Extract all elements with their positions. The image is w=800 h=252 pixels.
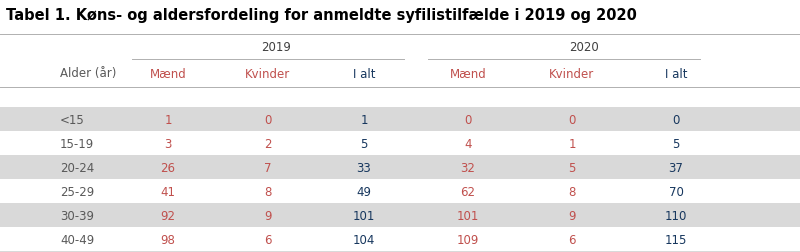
Text: 2019: 2019 xyxy=(261,41,291,54)
Text: 0: 0 xyxy=(672,113,680,126)
Text: 101: 101 xyxy=(457,209,479,222)
Text: Mænd: Mænd xyxy=(150,67,186,80)
Text: 4: 4 xyxy=(464,137,472,150)
Text: 5: 5 xyxy=(672,137,680,150)
Text: Kvinder: Kvinder xyxy=(550,67,594,80)
Text: 6: 6 xyxy=(264,233,272,245)
Text: 0: 0 xyxy=(568,113,576,126)
Text: 0: 0 xyxy=(264,113,272,126)
Text: 1: 1 xyxy=(568,137,576,150)
Text: 5: 5 xyxy=(360,137,368,150)
Text: 98: 98 xyxy=(161,233,175,245)
Text: 37: 37 xyxy=(669,161,683,174)
Text: 33: 33 xyxy=(357,161,371,174)
Text: 9: 9 xyxy=(264,209,272,222)
Text: 40-49: 40-49 xyxy=(60,233,94,245)
Bar xyxy=(0,108,800,132)
Text: 110: 110 xyxy=(665,209,687,222)
Text: I alt: I alt xyxy=(353,67,375,80)
Text: 5: 5 xyxy=(568,161,576,174)
Text: 26: 26 xyxy=(161,161,175,174)
Text: 104: 104 xyxy=(353,233,375,245)
Text: 109: 109 xyxy=(457,233,479,245)
Text: 15-19: 15-19 xyxy=(60,137,94,150)
Text: 92: 92 xyxy=(161,209,175,222)
Text: 8: 8 xyxy=(568,185,576,198)
Text: 3: 3 xyxy=(164,137,172,150)
Text: 6: 6 xyxy=(568,233,576,245)
Text: 101: 101 xyxy=(353,209,375,222)
Bar xyxy=(0,251,800,252)
Text: 25-29: 25-29 xyxy=(60,185,94,198)
Text: 2: 2 xyxy=(264,137,272,150)
Text: Tabel 1. Køns- og aldersfordeling for anmeldte syfilistilfælde i 2019 og 2020: Tabel 1. Køns- og aldersfordeling for an… xyxy=(6,8,638,23)
Text: 20-24: 20-24 xyxy=(60,161,94,174)
Text: Kvinder: Kvinder xyxy=(246,67,290,80)
Text: 7: 7 xyxy=(264,161,272,174)
Text: 1: 1 xyxy=(360,113,368,126)
Text: 49: 49 xyxy=(357,185,371,198)
Text: 9: 9 xyxy=(568,209,576,222)
Text: 115: 115 xyxy=(665,233,687,245)
Text: 1: 1 xyxy=(164,113,172,126)
Text: 62: 62 xyxy=(461,185,475,198)
Text: I alt: I alt xyxy=(665,67,687,80)
Text: 8: 8 xyxy=(264,185,272,198)
Text: 30-39: 30-39 xyxy=(60,209,94,222)
Text: 32: 32 xyxy=(461,161,475,174)
Text: 0: 0 xyxy=(464,113,472,126)
Text: 70: 70 xyxy=(669,185,683,198)
Text: 2020: 2020 xyxy=(569,41,599,54)
Text: <15: <15 xyxy=(60,113,85,126)
Bar xyxy=(0,203,800,227)
Text: Alder (år): Alder (år) xyxy=(60,67,116,80)
Text: 41: 41 xyxy=(161,185,175,198)
Text: Mænd: Mænd xyxy=(450,67,486,80)
Bar xyxy=(0,155,800,179)
